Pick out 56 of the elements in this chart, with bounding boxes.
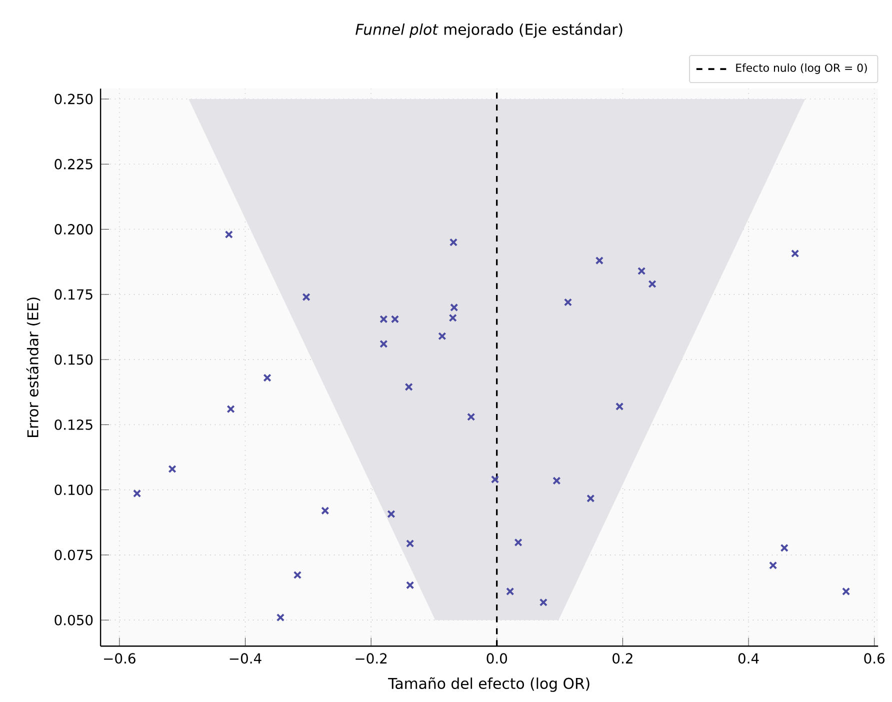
x-tick-label: 0.4 xyxy=(738,653,759,664)
y-tick-label: 0.175 xyxy=(54,289,92,300)
point xyxy=(276,613,285,622)
point xyxy=(450,303,458,312)
point xyxy=(791,249,800,258)
y-tick-label: 0.100 xyxy=(54,484,93,496)
point xyxy=(490,475,500,484)
x-tick-label: −0.4 xyxy=(230,653,262,664)
point xyxy=(768,561,778,570)
point xyxy=(780,544,788,552)
point xyxy=(564,298,572,306)
y-axis-title: Error estándar (EE) xyxy=(26,298,40,438)
y-tick-label: 0.200 xyxy=(54,224,93,235)
point xyxy=(648,280,656,288)
y-tick-label: 0.125 xyxy=(54,419,92,430)
y-tick-label: 0.225 xyxy=(54,158,92,170)
point xyxy=(321,506,330,515)
point xyxy=(380,340,388,348)
point xyxy=(390,315,400,324)
point xyxy=(552,476,561,485)
x-tick-label: 0.0 xyxy=(486,653,507,664)
point xyxy=(539,598,548,606)
point xyxy=(132,489,142,498)
x-tick-label: 0.6 xyxy=(864,653,885,664)
y-tick-label: 0.150 xyxy=(54,354,93,365)
x-tick-label: −0.6 xyxy=(104,653,136,664)
x-tick-label: −0.2 xyxy=(356,653,387,664)
point xyxy=(168,464,176,474)
legend-label: Efecto nulo (log OR = 0) xyxy=(736,63,867,74)
point xyxy=(615,402,624,411)
point xyxy=(438,332,446,340)
point xyxy=(514,538,522,547)
point xyxy=(638,266,646,276)
point xyxy=(586,494,595,503)
point xyxy=(293,570,302,580)
point xyxy=(506,587,514,596)
point xyxy=(380,315,388,324)
y-tick-label: 0.250 xyxy=(54,94,93,104)
point xyxy=(449,238,458,246)
point xyxy=(302,292,310,302)
point xyxy=(226,405,235,414)
point xyxy=(448,314,457,322)
point xyxy=(387,510,396,518)
point xyxy=(224,230,233,239)
point xyxy=(404,382,413,392)
point xyxy=(595,256,604,265)
point xyxy=(406,539,414,548)
chart-title: Funnel plot mejorado (Eje estándar) xyxy=(356,22,622,38)
point xyxy=(406,581,414,590)
point xyxy=(467,412,476,421)
x-tick-label: 0.2 xyxy=(612,653,632,664)
point xyxy=(263,374,272,382)
point xyxy=(842,587,850,596)
x-axis-title: Tamaño del efecto (log OR) xyxy=(388,677,590,692)
y-tick-label: 0.050 xyxy=(54,614,93,626)
y-tick-label: 0.075 xyxy=(54,550,92,560)
